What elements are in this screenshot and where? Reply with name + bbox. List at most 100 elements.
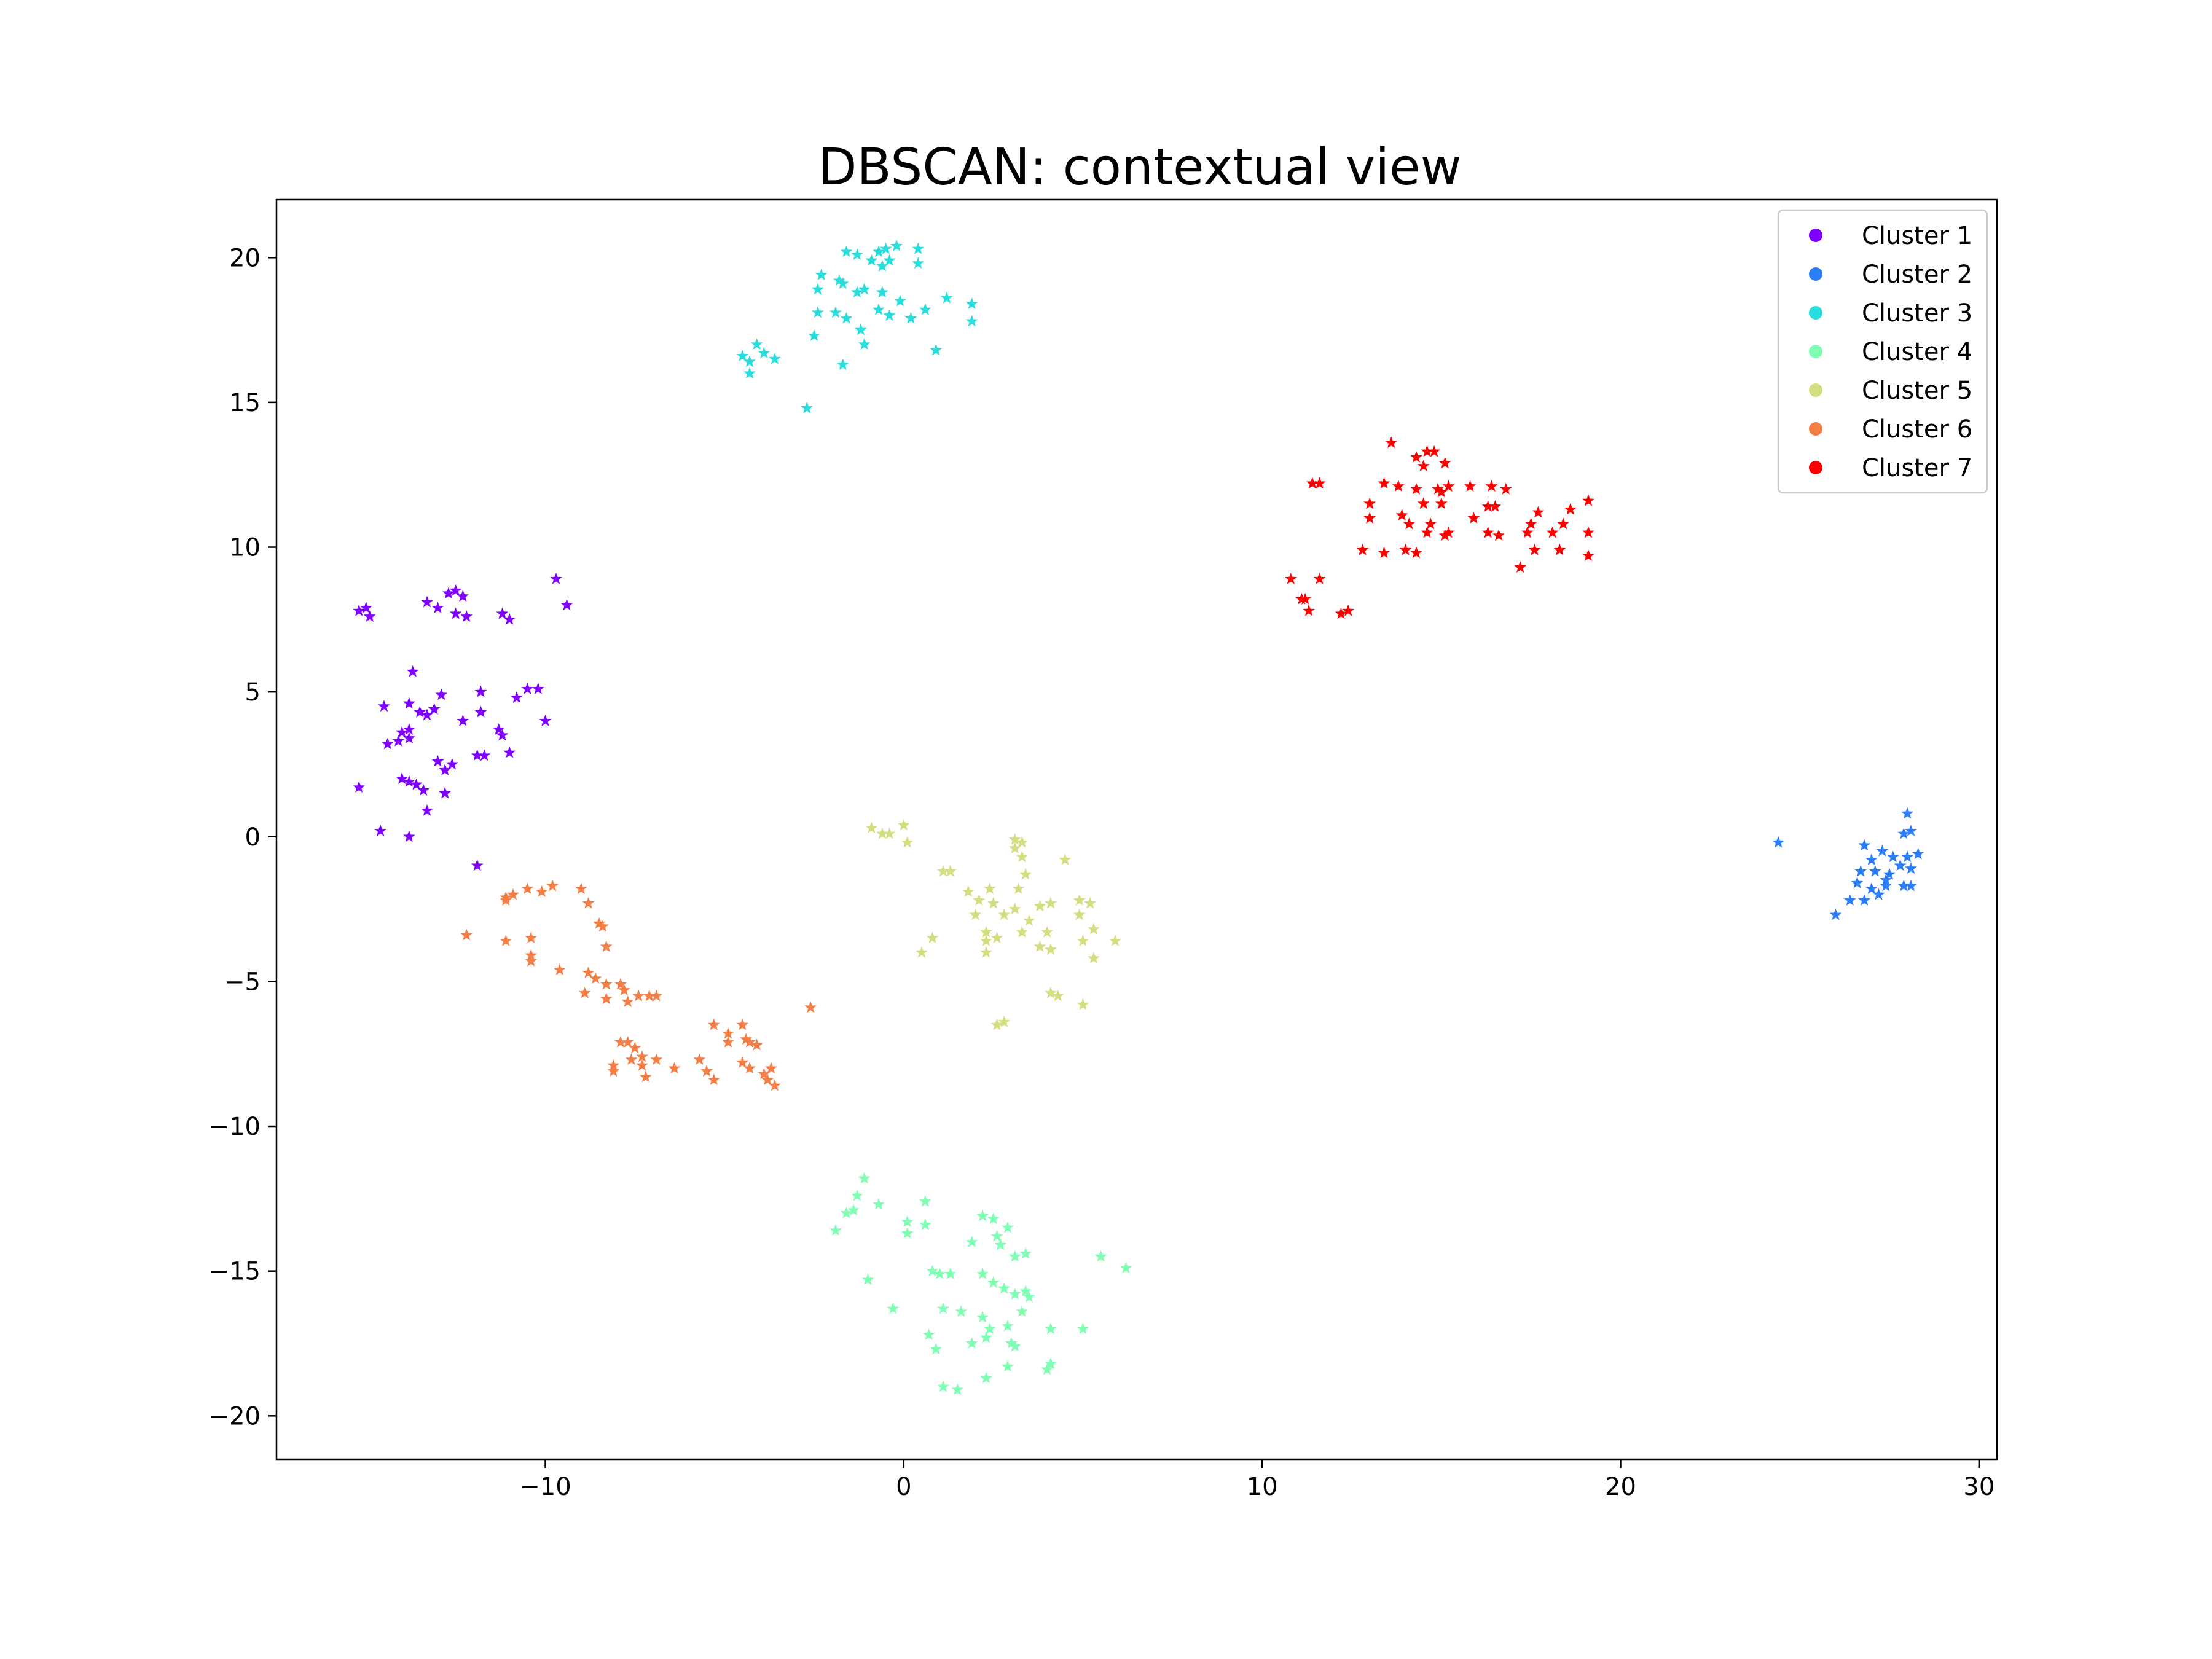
data-point: [1424, 517, 1437, 530]
data-point: [1077, 998, 1089, 1010]
data-point: [912, 242, 925, 254]
data-point: [998, 1282, 1011, 1294]
data-point: [873, 303, 885, 315]
data-point: [998, 908, 1011, 920]
data-point: [1313, 572, 1326, 584]
data-point: [435, 688, 448, 700]
data-point: [621, 1035, 634, 1048]
data-point: [650, 989, 663, 1002]
data-point: [973, 894, 986, 906]
data-point: [901, 836, 914, 848]
x-tick-label: 0: [896, 1473, 911, 1501]
x-tick-label: 30: [1963, 1473, 1994, 1501]
data-point: [510, 691, 523, 704]
data-point: [1854, 865, 1867, 877]
data-point: [1041, 1363, 1054, 1375]
data-point: [883, 827, 896, 839]
data-point: [1894, 859, 1907, 871]
data-point: [736, 350, 749, 361]
data-point: [1023, 914, 1035, 926]
data-point: [965, 297, 978, 310]
data-point: [847, 1204, 860, 1216]
data-point: [1002, 1360, 1014, 1372]
data-point: [750, 1038, 763, 1051]
data-point: [1363, 511, 1376, 524]
data-point: [980, 1331, 992, 1343]
data-point: [926, 1265, 939, 1277]
data-point: [1077, 934, 1089, 946]
data-point: [922, 1328, 935, 1340]
legend-entry: Cluster 1: [1809, 222, 1972, 250]
data-point: [636, 1059, 648, 1071]
data-point: [854, 323, 867, 335]
data-point: [428, 702, 441, 715]
data-point: [851, 1189, 863, 1201]
data-point: [503, 613, 516, 625]
data-point: [525, 954, 538, 967]
data-point: [801, 401, 814, 414]
data-point: [951, 1383, 964, 1395]
data-point: [406, 665, 419, 677]
data-point: [353, 781, 366, 793]
points-layer: [353, 239, 1924, 1395]
legend-marker: [1809, 267, 1822, 281]
x-tick-label: −10: [519, 1473, 571, 1501]
data-point: [876, 259, 888, 272]
data-point: [887, 1302, 900, 1314]
legend-label: Cluster 5: [1862, 377, 1972, 405]
data-point: [378, 700, 390, 712]
data-point: [550, 572, 562, 584]
data-point: [980, 1371, 992, 1384]
data-point: [1045, 896, 1057, 909]
data-point: [1378, 477, 1390, 489]
data-point: [596, 920, 609, 932]
data-point: [865, 254, 878, 266]
x-axis: −10 0 10 20 30: [519, 1459, 1994, 1501]
series-6: [460, 879, 817, 1091]
data-point: [578, 986, 591, 998]
data-point: [693, 1053, 706, 1065]
data-point: [976, 1209, 989, 1222]
data-point: [1546, 526, 1559, 538]
data-point: [1521, 526, 1534, 538]
data-point: [1356, 543, 1369, 555]
data-point: [840, 1206, 853, 1218]
data-point: [873, 1198, 885, 1210]
data-point: [1019, 868, 1032, 880]
data-point: [937, 1380, 949, 1392]
data-point: [940, 291, 953, 304]
y-tick-label: −5: [224, 968, 261, 996]
data-point: [600, 978, 613, 990]
data-point: [994, 1238, 1007, 1250]
y-axis: −20 −15 −10 −5 0 5 10 15 20: [209, 244, 276, 1430]
data-point: [743, 1035, 756, 1048]
data-point: [897, 818, 910, 831]
data-point: [500, 891, 512, 903]
data-point: [535, 885, 548, 897]
data-point: [525, 931, 538, 944]
data-point: [1303, 604, 1315, 616]
data-point: [582, 966, 595, 978]
legend-label: Cluster 1: [1862, 222, 1972, 250]
data-point: [1912, 847, 1924, 860]
data-point: [1442, 526, 1455, 538]
y-tick-label: −15: [209, 1258, 261, 1286]
legend-marker: [1809, 306, 1822, 320]
data-point: [449, 607, 462, 619]
y-tick-label: −10: [209, 1113, 261, 1141]
data-point: [1865, 853, 1878, 865]
data-point: [392, 734, 405, 747]
data-point: [1045, 986, 1057, 998]
y-tick-label: 15: [229, 389, 261, 417]
data-point: [976, 1267, 989, 1279]
legend-marker: [1809, 422, 1822, 436]
data-point: [962, 885, 975, 897]
data-point: [836, 277, 849, 289]
data-point: [987, 1276, 1000, 1288]
data-point: [1363, 497, 1376, 509]
legend-marker: [1809, 461, 1822, 474]
data-point: [1008, 1287, 1021, 1300]
data-point: [1059, 853, 1072, 865]
data-point: [1865, 882, 1878, 895]
series-7: [1284, 436, 1594, 619]
